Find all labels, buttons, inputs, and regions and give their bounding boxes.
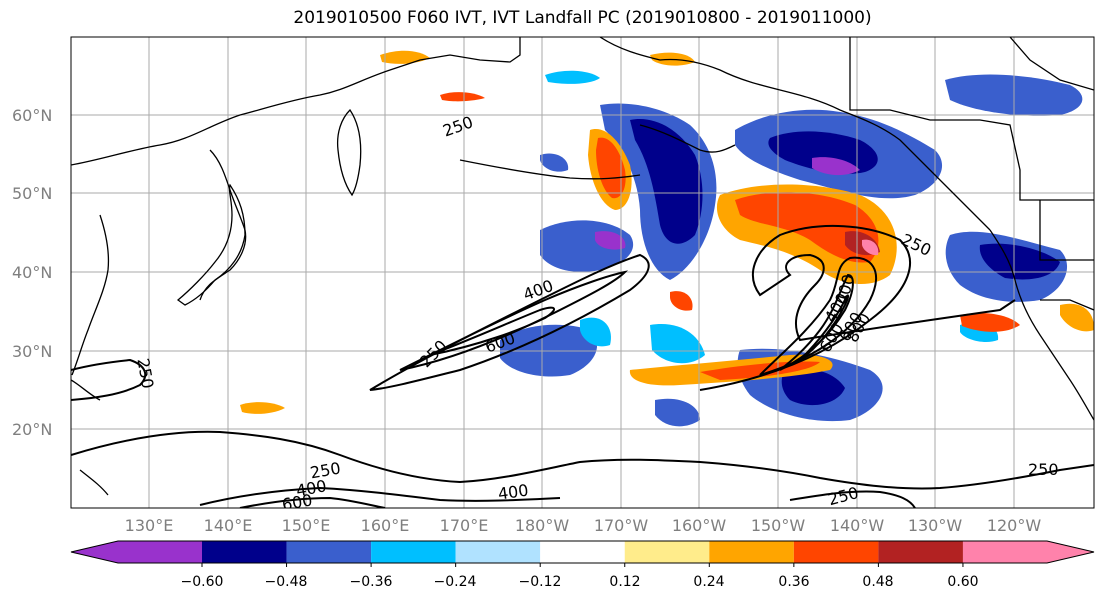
contour-sw-250 bbox=[71, 358, 147, 401]
plot-area: 250 400 600 250 400 600 400 600 800 250 … bbox=[71, 37, 1094, 514]
graticule bbox=[71, 37, 1094, 508]
contour-south-600 bbox=[239, 496, 386, 508]
lon-label: 170°W bbox=[594, 516, 649, 535]
contour-west-600 bbox=[429, 306, 555, 356]
colorbar-segment bbox=[71, 541, 202, 563]
lon-label: 120°W bbox=[987, 516, 1042, 535]
colorbar-segment bbox=[624, 541, 710, 563]
plot-frame bbox=[70, 36, 1095, 509]
lon-label: 160°W bbox=[672, 516, 727, 535]
lon-label: 140°W bbox=[830, 516, 885, 535]
colorbar-segment bbox=[709, 541, 794, 563]
lat-label: 40°N bbox=[12, 263, 52, 282]
ivt-contours bbox=[71, 224, 1094, 508]
longitude-labels: 130°E 140°E 150°E 160°E 170°E 180°W 170°… bbox=[125, 516, 1042, 535]
colorbar-labels: −0.60 −0.48 −0.36 −0.24 −0.12 0.12 0.24 … bbox=[181, 574, 979, 590]
contour-arc-800 bbox=[799, 294, 849, 361]
contour-south-400 bbox=[199, 486, 561, 506]
colorbar-label: 0.36 bbox=[778, 574, 809, 590]
colorbar-label: 0.60 bbox=[947, 574, 978, 590]
colorbar-label: −0.24 bbox=[434, 574, 477, 590]
contour-west-400 bbox=[399, 270, 629, 371]
lat-label: 50°N bbox=[12, 184, 52, 203]
colorbar: −0.60 −0.48 −0.36 −0.24 −0.12 0.12 0.24 … bbox=[70, 540, 1095, 590]
colorbar-label: −0.36 bbox=[350, 574, 393, 590]
contour-south-250 bbox=[71, 430, 1094, 490]
map-title: 2019010500 F060 IVT, IVT Landfall PC (20… bbox=[293, 8, 872, 28]
colorbar-label: 0.48 bbox=[862, 574, 893, 590]
colorbar-label: −0.12 bbox=[519, 574, 562, 590]
asia-coastline bbox=[71, 37, 521, 166]
colorbar-segment bbox=[286, 541, 372, 563]
lon-label: 150°E bbox=[282, 516, 331, 535]
lon-label: 150°W bbox=[751, 516, 806, 535]
lon-label: 130°E bbox=[125, 516, 174, 535]
lat-label: 30°N bbox=[12, 342, 52, 361]
contour-arc-250 bbox=[699, 224, 1016, 391]
colorbar-segment bbox=[371, 541, 456, 563]
colorbar-label: 0.12 bbox=[609, 574, 640, 590]
colorbar-segment bbox=[962, 541, 1094, 563]
lat-label: 20°N bbox=[12, 420, 52, 439]
lon-label: 180°W bbox=[515, 516, 570, 535]
colorbar-outline bbox=[70, 540, 1095, 564]
colorbar-label: −0.60 bbox=[181, 574, 224, 590]
alaska-coastline bbox=[599, 37, 991, 231]
na-west-coast bbox=[989, 229, 1094, 421]
contour-label: 600 bbox=[280, 490, 313, 514]
contour-label: 400 bbox=[497, 481, 530, 504]
colorbar-segment bbox=[202, 541, 287, 563]
colorbar-segment bbox=[540, 541, 625, 563]
colorbar-segments bbox=[70, 540, 1095, 567]
contour-se-250 bbox=[789, 490, 916, 508]
latitude-labels: 60°N 50°N 40°N 30°N 20°N bbox=[12, 106, 52, 439]
colorbar-label: −0.48 bbox=[265, 574, 308, 590]
japan-coastline bbox=[176, 183, 246, 306]
colorbar-segment bbox=[455, 541, 541, 563]
aleutians bbox=[459, 159, 641, 180]
canada-border bbox=[849, 37, 1094, 201]
lon-label: 160°E bbox=[361, 516, 410, 535]
colorbar-segment bbox=[793, 541, 879, 563]
contour-label: 250 bbox=[1028, 460, 1059, 479]
colorbar-label: 0.24 bbox=[693, 574, 724, 590]
lon-label: 130°W bbox=[908, 516, 963, 535]
contour-arc-400 bbox=[759, 256, 877, 376]
lon-label: 170°E bbox=[440, 516, 489, 535]
lat-label: 60°N bbox=[12, 106, 52, 125]
coastlines bbox=[71, 37, 1094, 496]
kamchatka-coastline bbox=[336, 108, 362, 197]
colorbar-segment bbox=[878, 541, 963, 563]
shaded-anomalies bbox=[240, 50, 1094, 427]
lon-label: 140°E bbox=[204, 516, 253, 535]
